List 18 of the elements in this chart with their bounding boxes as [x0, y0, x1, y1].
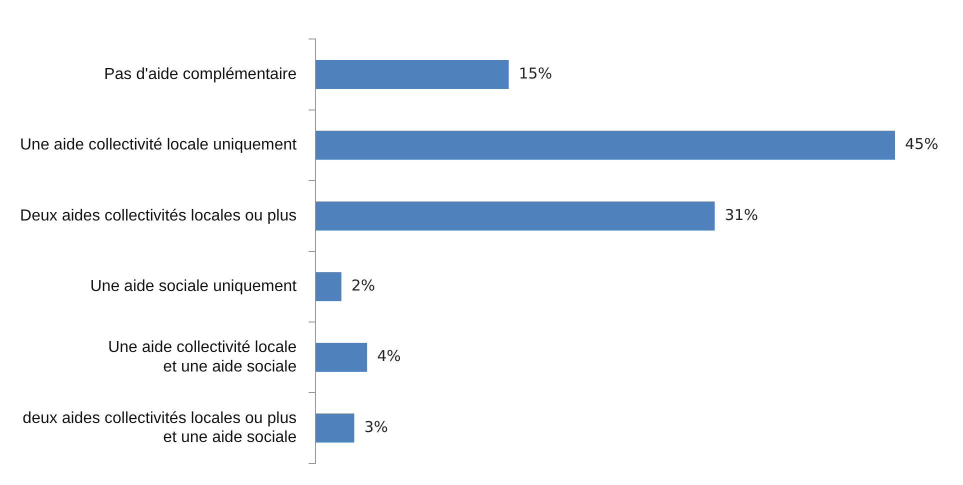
y-tick-label: Une aide sociale uniquement	[90, 278, 298, 296]
bar	[316, 342, 368, 372]
data-label: 31%	[724, 206, 758, 224]
y-tick-label: Pas d'aide complémentaire	[104, 66, 297, 83]
y-tick-label: deux aides collectivités locales ou plus et une aide sociale	[22, 410, 297, 446]
y-tick-label: Deux aides collectivités locales ou plus	[20, 207, 297, 224]
y-tick-label: Une aide collectivité locale uniquement	[20, 136, 298, 154]
data-label: 4%	[377, 347, 401, 366]
bar	[316, 60, 509, 90]
bar	[316, 414, 354, 443]
bar	[316, 272, 342, 302]
bar	[316, 201, 715, 230]
bar	[316, 130, 895, 160]
y-tick-label: Une aide collectivité locale et une aide sociale	[108, 339, 297, 376]
data-label: 15%	[518, 64, 552, 82]
data-label: 2%	[351, 276, 376, 295]
data-label: 45%	[905, 135, 938, 154]
data-label: 3%	[364, 418, 388, 436]
